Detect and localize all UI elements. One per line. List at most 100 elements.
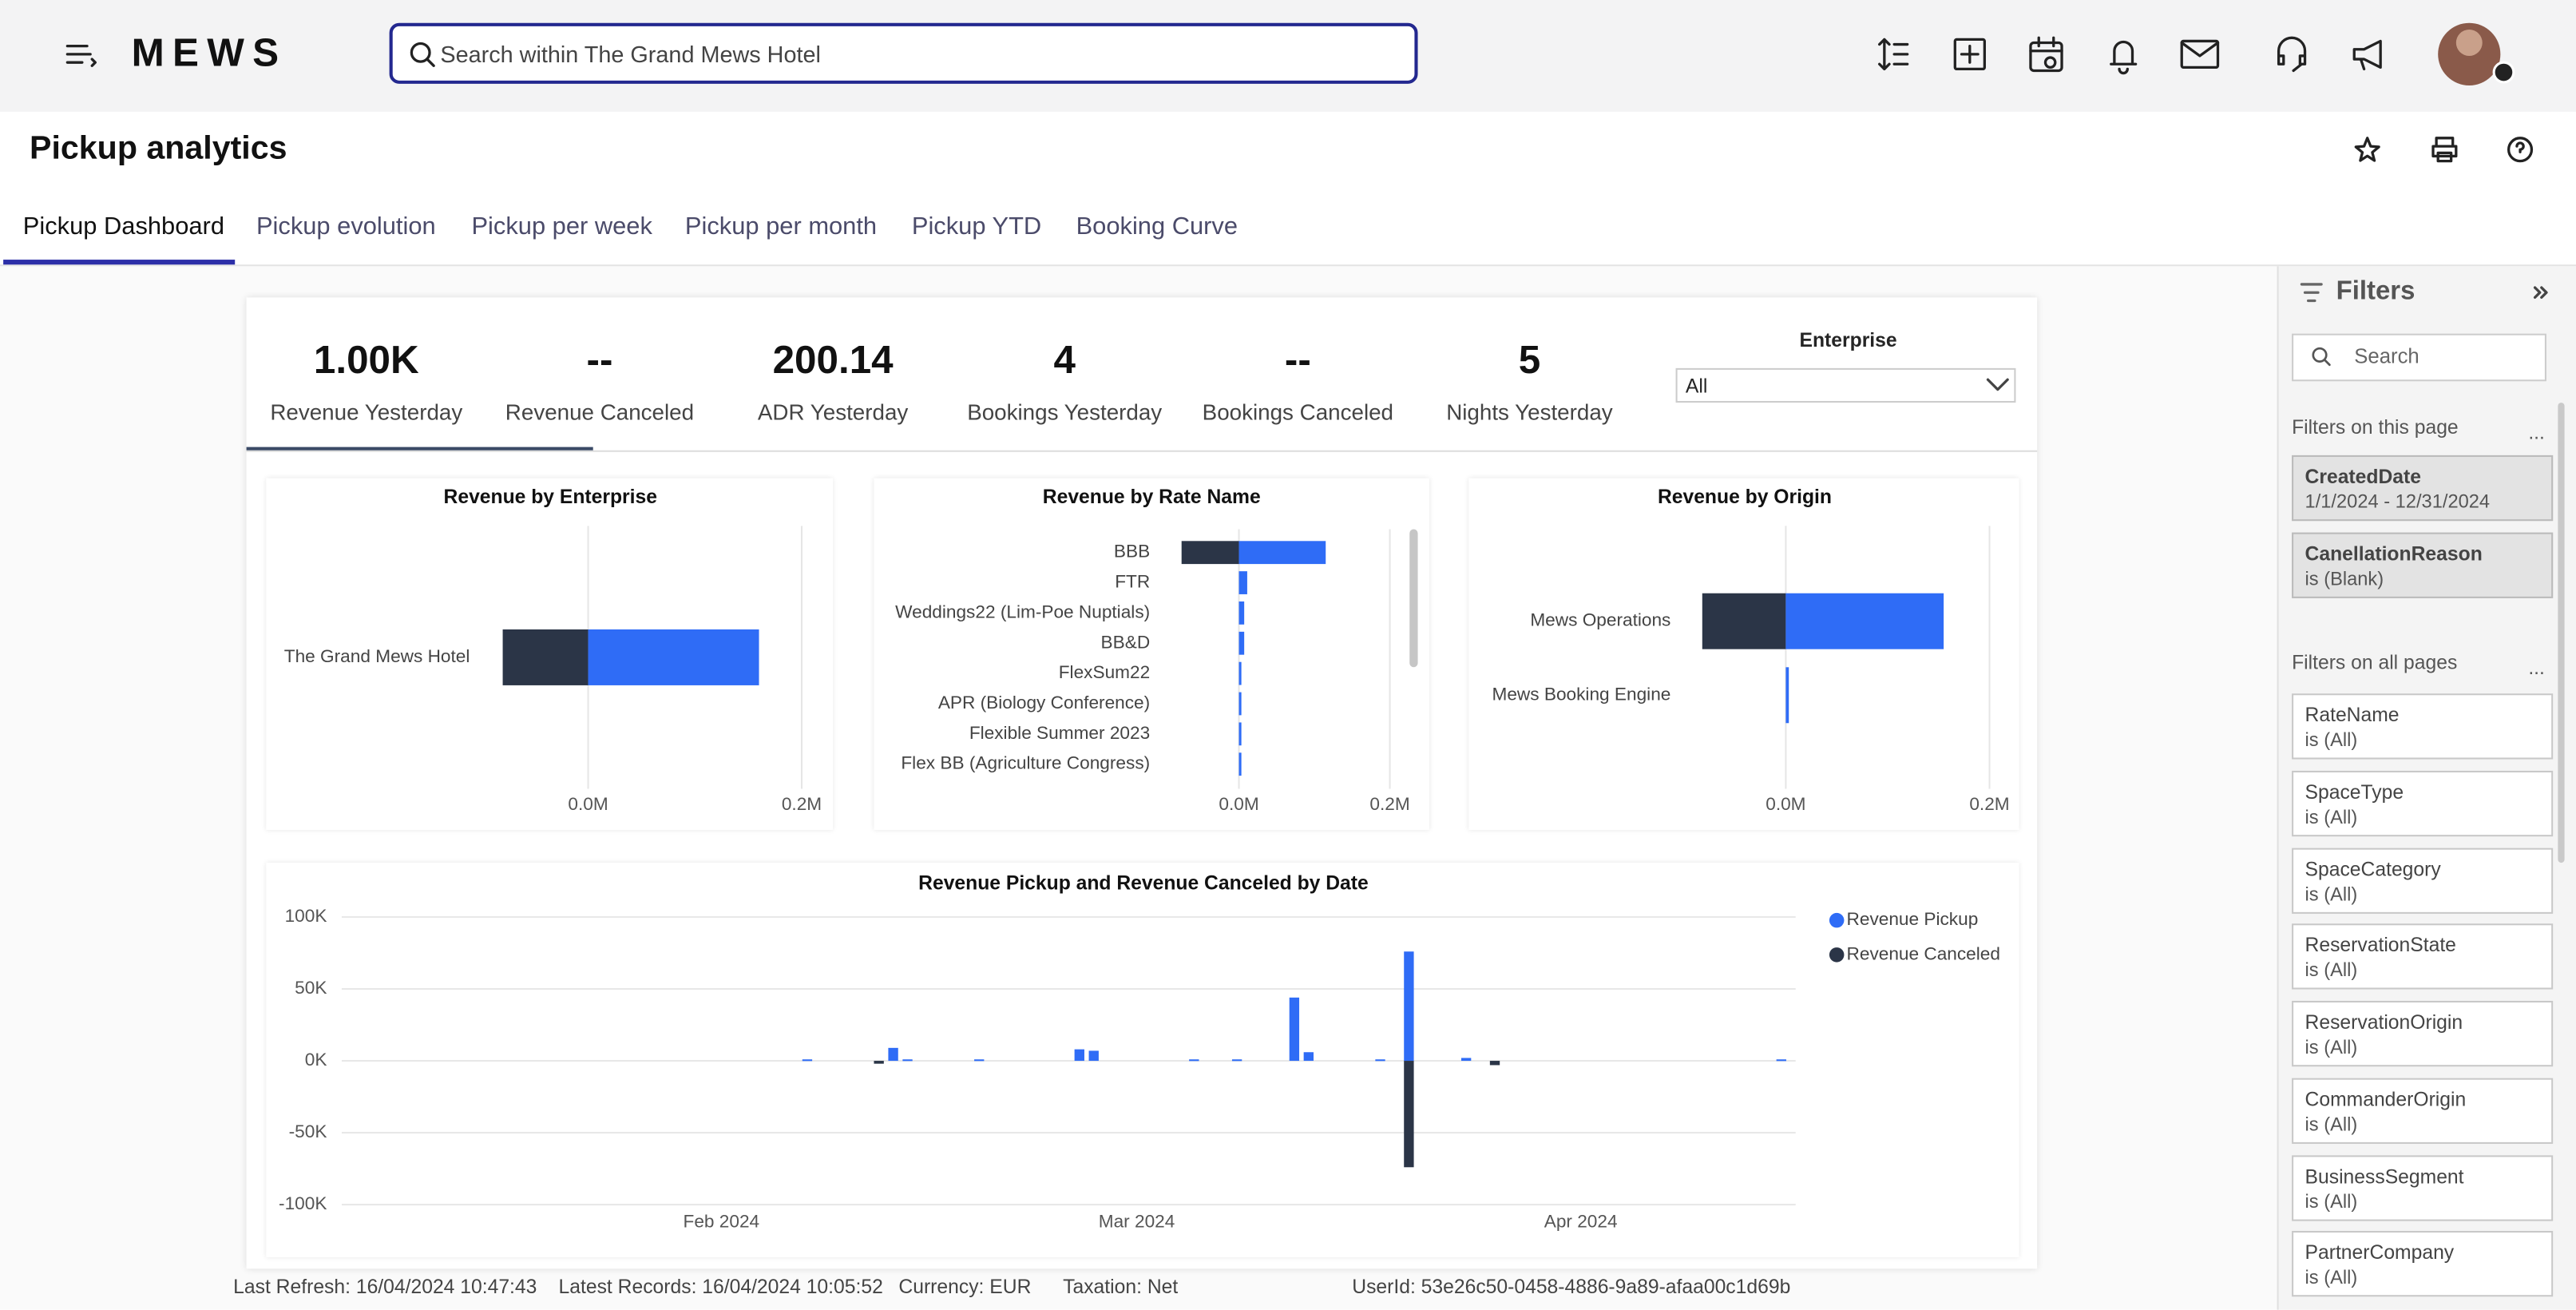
column xyxy=(1375,1059,1385,1062)
filter-name: SpaceType xyxy=(2305,780,2404,804)
menu-icon[interactable] xyxy=(65,44,97,67)
filter-name: RateName xyxy=(2305,703,2400,727)
kpi-label: Revenue Yesterday xyxy=(270,399,463,425)
filters-search[interactable] xyxy=(2292,333,2546,382)
filter-name: CreatedDate xyxy=(2305,465,2421,489)
filter-card[interactable] xyxy=(2292,1000,2554,1067)
enterprise-value: All xyxy=(1685,375,1708,398)
filter-name: CommanderOrigin xyxy=(2305,1087,2467,1111)
chart-title: Revenue by Rate Name xyxy=(1043,486,1261,508)
column xyxy=(1460,1058,1472,1062)
filter-card[interactable] xyxy=(2292,770,2554,836)
legend-label: Revenue Pickup xyxy=(1847,909,1979,929)
filters-search-placeholder: Search xyxy=(2354,345,2419,368)
filter-name: PartnerCompany xyxy=(2305,1241,2455,1264)
filter-card[interactable] xyxy=(2292,455,2554,522)
tab[interactable]: Pickup Dashboard xyxy=(22,212,224,241)
filter-name: ReservationState xyxy=(2305,934,2456,957)
search-icon xyxy=(410,42,435,67)
column xyxy=(874,1061,884,1064)
category-label: Mews Booking Engine xyxy=(1492,684,1671,704)
tab[interactable]: Pickup per month xyxy=(684,212,878,241)
bar xyxy=(1238,722,1242,746)
column xyxy=(1303,1052,1314,1062)
tab[interactable]: Pickup evolution xyxy=(256,212,436,241)
y-tick-label: 0K xyxy=(305,1050,327,1070)
column xyxy=(902,1059,913,1062)
dropdown-chevron xyxy=(1986,378,2009,391)
sort-icon[interactable] xyxy=(1878,38,1909,71)
search-placeholder: Search within The Grand Mews Hotel xyxy=(440,41,821,68)
x-tick-label: 0.0M xyxy=(1766,794,1805,814)
filter-name: BusinessSegment xyxy=(2305,1164,2464,1188)
y-tick-label: -100K xyxy=(279,1193,327,1213)
logo[interactable]: MEWS xyxy=(131,31,287,76)
enterprise-label: Enterprise xyxy=(1799,328,1897,352)
more-icon[interactable]: ... xyxy=(2528,657,2545,679)
filter-value: is (All) xyxy=(2305,1268,2358,1289)
legend-marker xyxy=(1829,912,1845,928)
filter-name: SpaceCategory xyxy=(2305,856,2441,880)
section-heading: Filters on this page xyxy=(2292,415,2459,439)
tab[interactable]: Booking Curve xyxy=(1076,212,1238,241)
more-icon[interactable]: ... xyxy=(2528,423,2545,444)
bar xyxy=(1181,541,1239,565)
column xyxy=(1088,1050,1099,1062)
x-tick-label: 0.2M xyxy=(1369,794,1409,814)
filter-value: is (All) xyxy=(2305,1192,2358,1213)
kpi-value: -- xyxy=(586,338,613,383)
filter-card[interactable] xyxy=(2292,1154,2554,1221)
support-icon[interactable] xyxy=(2277,36,2307,73)
enterprise-dropdown[interactable] xyxy=(1675,367,2016,403)
x-tick-label: Feb 2024 xyxy=(684,1212,760,1232)
bell-icon[interactable] xyxy=(2110,40,2138,75)
print-icon[interactable] xyxy=(2431,137,2458,163)
help-icon[interactable] xyxy=(2507,137,2534,163)
bar xyxy=(1702,593,1786,649)
kpi-value: 200.14 xyxy=(772,338,894,383)
filter-value: is (All) xyxy=(2305,962,2358,982)
scrollbar[interactable] xyxy=(2558,403,2565,863)
column xyxy=(888,1047,898,1062)
footer-text: UserId: 53e26c50-0458-4886-9a89-afaa00c1… xyxy=(1352,1275,1791,1299)
section-heading: Filters on all pages xyxy=(2292,650,2458,674)
filter-card[interactable] xyxy=(2292,532,2554,598)
x-tick-label: 0.2M xyxy=(782,794,822,814)
filter-card[interactable] xyxy=(2292,923,2554,990)
category-label: BBB xyxy=(1114,542,1150,562)
column xyxy=(974,1059,985,1062)
page-title: Pickup analytics xyxy=(30,130,287,167)
mail-icon[interactable] xyxy=(2180,39,2220,69)
legend-label: Revenue Canceled xyxy=(1847,943,2000,963)
tab[interactable]: Pickup per week xyxy=(471,212,652,241)
chart-card xyxy=(1468,478,2019,830)
filter-card[interactable] xyxy=(2292,693,2554,760)
footer-text: Currency: EUR xyxy=(898,1275,1032,1299)
kpi-label: Revenue Canceled xyxy=(505,399,695,425)
filter-card[interactable] xyxy=(2292,1231,2554,1297)
legend-marker xyxy=(1829,947,1845,963)
filter-card[interactable] xyxy=(2292,1078,2554,1144)
add-icon[interactable] xyxy=(1953,38,1986,71)
column xyxy=(1489,1061,1500,1066)
category-label: Mews Operations xyxy=(1530,610,1670,630)
kpi-value: 4 xyxy=(1053,338,1076,383)
bar xyxy=(1238,601,1245,625)
announce-icon[interactable] xyxy=(2352,39,2382,71)
bar xyxy=(588,629,759,685)
category-label: Weddings22 (Lim-Poe Nuptials) xyxy=(895,601,1150,621)
kpi-label: ADR Yesterday xyxy=(757,399,909,425)
calendar-icon[interactable] xyxy=(2029,36,2063,73)
scrollbar[interactable] xyxy=(1409,529,1418,668)
tab[interactable]: Pickup YTD xyxy=(911,212,1042,241)
column xyxy=(1189,1059,1199,1062)
filter-card[interactable] xyxy=(2292,847,2554,913)
filter-value: is (All) xyxy=(2305,1115,2358,1136)
avatar[interactable] xyxy=(2438,22,2515,85)
star-icon[interactable] xyxy=(2354,137,2380,162)
collapse-icon[interactable] xyxy=(2533,286,2548,300)
search-box[interactable] xyxy=(389,22,1418,84)
category-label: APR (Biology Conference) xyxy=(938,693,1150,713)
